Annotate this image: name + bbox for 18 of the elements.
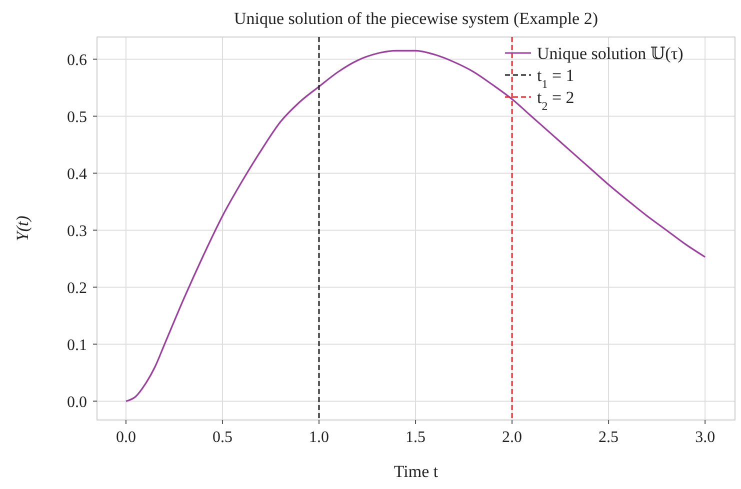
x-tick-label: 2.0: [502, 429, 522, 446]
y-tick-label: 0.4: [67, 166, 87, 183]
x-tick-label: 1.0: [308, 429, 329, 446]
x-tick-label: 2.5: [598, 429, 619, 446]
y-tick-label: 0.0: [67, 394, 87, 411]
x-tick-label: 3.0: [695, 429, 716, 446]
y-tick-label: 0.2: [67, 280, 87, 297]
y-tick-label: 0.1: [67, 336, 87, 354]
y-tick-label: 0.5: [67, 108, 87, 126]
x-tick-label: 1.5: [406, 429, 426, 446]
y-tick-label: 0.3: [67, 222, 87, 240]
legend-label: Unique solution 𝕌(τ): [537, 44, 684, 63]
x-tick-label: 0.0: [116, 429, 136, 446]
x-tick-label: 0.5: [212, 429, 232, 446]
x-axis-title: Time t: [394, 462, 438, 481]
y-tick-label: 0.6: [67, 52, 87, 69]
chart-title: Unique solution of the piecewise system (Example 2): [234, 9, 598, 28]
y-axis-title: Y(t): [13, 215, 32, 242]
